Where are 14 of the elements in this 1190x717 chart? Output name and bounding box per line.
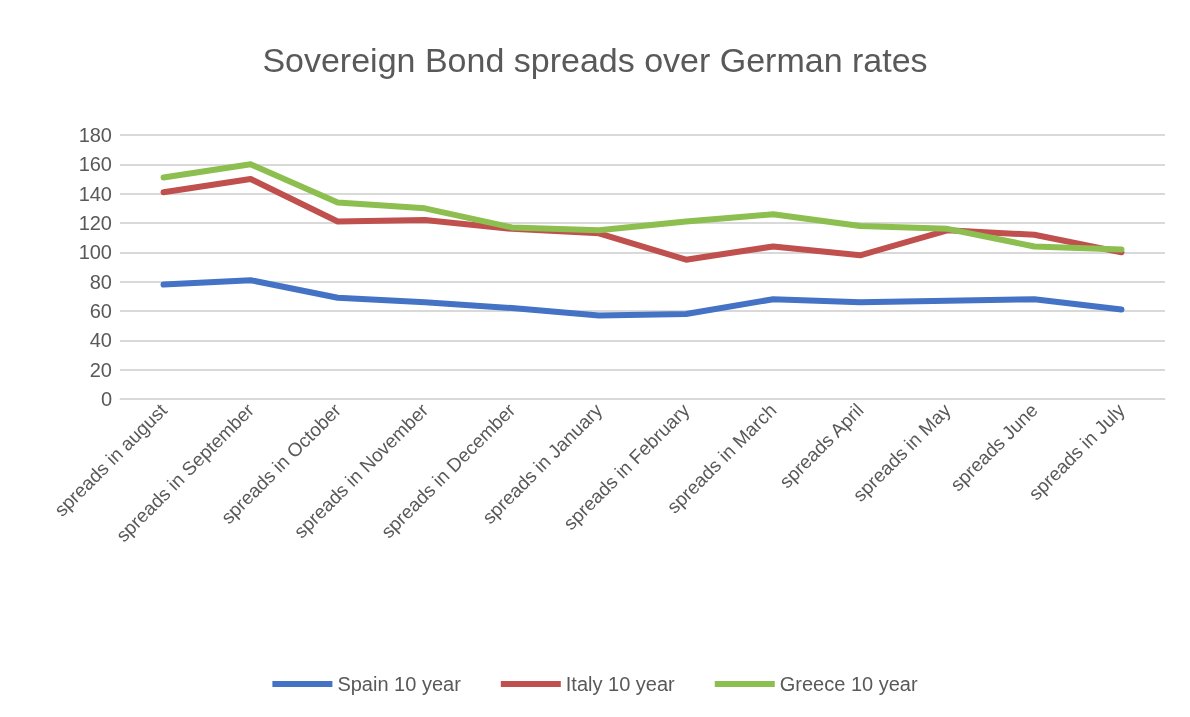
- y-tick-label: 40: [89, 329, 112, 352]
- chart-title: Sovereign Bond spreads over German rates: [262, 41, 928, 79]
- legend-label: Greece 10 year: [779, 673, 918, 695]
- y-tick-label: 140: [78, 182, 112, 205]
- y-tick-label: 120: [78, 212, 112, 234]
- legend-label: Spain 10 year: [337, 673, 462, 695]
- y-tick-label: 100: [78, 241, 112, 264]
- y-tick-label: 180: [78, 124, 112, 146]
- y-tick-label: 0: [100, 388, 112, 410]
- y-tick-label: 60: [89, 300, 112, 322]
- y-tick-label: 80: [89, 270, 112, 293]
- legend-label: Italy 10 year: [565, 673, 676, 695]
- y-tick-label: 160: [78, 153, 112, 176]
- y-tick-label: 20: [89, 358, 112, 381]
